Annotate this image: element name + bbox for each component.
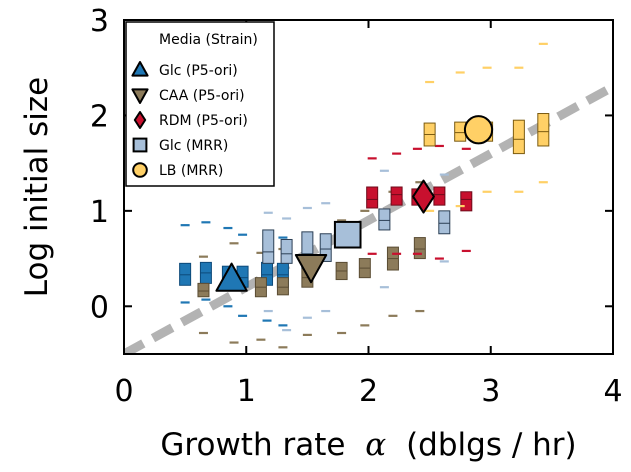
box [262, 229, 275, 264]
legend-label-1: CAA (P5-ori) [159, 88, 245, 104]
legend-marker-4 [132, 162, 148, 178]
box [197, 282, 210, 298]
legend: Media (Strain) Glc (P5-ori) CAA (P5-ori) RD… [125, 21, 275, 187]
legend-label-4: LB (MRR) [159, 163, 223, 179]
mean-marker-4 [463, 115, 494, 145]
x-tick-label: 3 [481, 374, 500, 409]
box [319, 233, 332, 262]
box [390, 186, 403, 206]
box [537, 113, 550, 147]
y-tick-label: 3 [90, 4, 109, 39]
legend-label-3: Glc (MRR) [159, 138, 228, 154]
mean-marker-2 [412, 179, 435, 214]
legend-label-2: RDM (P5-ori) [159, 113, 248, 129]
axis-labels: Log initial size Growth rate α (dblgs / … [19, 77, 577, 463]
x-axis-label-main: Growth rate [160, 427, 345, 463]
box [438, 210, 451, 235]
y-tick-label: 1 [90, 195, 109, 230]
box [454, 121, 467, 142]
series-3 [262, 169, 451, 332]
fit-line [124, 82, 613, 354]
x-axis-label: Growth rate α (dblgs / hr) [160, 427, 576, 463]
axis-layer: 0 1 2 3 4 0 1 2 3 [90, 4, 623, 409]
x-tick-label: 4 [603, 374, 622, 409]
x-tick-label: 1 [237, 374, 256, 409]
legend-marker-0 [131, 61, 149, 77]
legend-box [125, 21, 275, 187]
series-4 [423, 42, 550, 212]
x-tick-label: 2 [359, 374, 378, 409]
box [433, 186, 446, 206]
mean-marker-1 [294, 254, 328, 284]
x-tick-label: 0 [114, 374, 133, 409]
legend-marker-2 [133, 111, 147, 129]
box [413, 237, 426, 260]
box [280, 238, 293, 264]
x-axis-label-unit: (dblgs / hr) [406, 427, 577, 463]
box [276, 277, 289, 296]
box [378, 208, 391, 231]
box [366, 186, 379, 209]
mean-marker-3 [333, 220, 362, 249]
fit-line-layer [124, 82, 613, 354]
x-axis-label-symbol: α [365, 427, 386, 463]
legend-label-0: Glc (P5-ori) [159, 63, 238, 79]
legend-title: Media (Strain) [159, 32, 258, 48]
mean-marker-0 [215, 262, 248, 292]
data-layer [179, 42, 550, 349]
box [460, 191, 473, 212]
y-tick-label: 0 [90, 290, 109, 325]
legend-marker-1 [131, 88, 149, 104]
y-axis-label: Log initial size [19, 77, 55, 297]
y-tick-label: 2 [90, 99, 109, 134]
box [512, 119, 525, 155]
legend-marker-3 [132, 137, 148, 153]
